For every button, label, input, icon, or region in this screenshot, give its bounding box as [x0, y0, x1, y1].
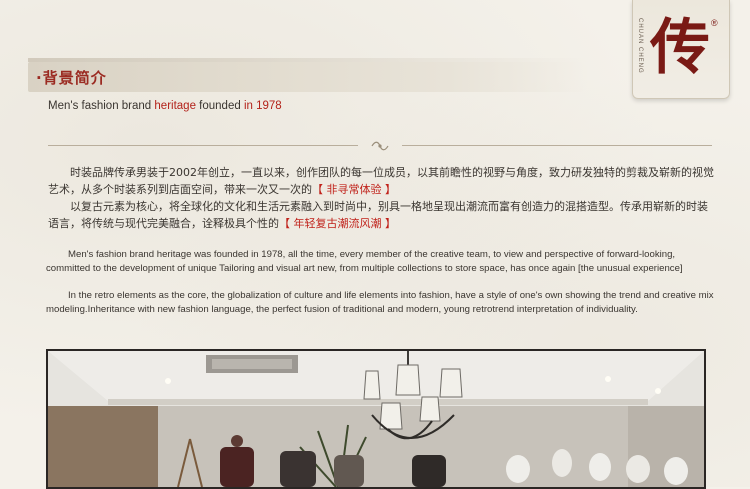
- store-interior-illustration: [48, 351, 704, 487]
- en-paragraph-1: Men's fashion brand heritage was founded…: [46, 248, 714, 275]
- zh-paragraph-2: 以复古元素为核心，将全球化的文化和生活元素融入到时尚中，别具一格地呈现出潮流而富…: [48, 198, 714, 232]
- section-title: ·背景简介: [36, 69, 107, 87]
- zh-paragraph-1: 时装品牌传承男装于2002年创立，一直以来，创作团队的每一位成员，以其前瞻性的视…: [48, 164, 714, 198]
- ornamental-divider: [48, 140, 712, 152]
- brand-logo[interactable]: CHUAN CHENG 传 ®: [632, 0, 730, 99]
- divider-ornament-icon: [371, 141, 389, 151]
- subtitle-mid: founded: [195, 100, 244, 112]
- en-paragraph-2-text: In the retro elements as the core, the g…: [46, 290, 714, 315]
- divider-line-right: [402, 145, 712, 146]
- divider-line-left: [48, 145, 358, 146]
- zh-highlight-retro-trend: 【 年轻复古潮流风潮 】: [279, 217, 396, 230]
- subtitle-accent-heritage: heritage: [154, 100, 196, 112]
- logo-glyph: 传: [650, 13, 710, 83]
- subtitle-prefix: Men's fashion brand: [48, 100, 155, 112]
- store-interior-photo: [46, 349, 706, 489]
- subtitle-accent-year: in 1978: [243, 100, 282, 112]
- en-paragraph-2: In the retro elements as the core, the g…: [46, 289, 714, 316]
- en-paragraph-1-text: Men's fashion brand heritage was founded…: [46, 249, 683, 274]
- zh-paragraph-1-text: 时装品牌传承男装于2002年创立，一直以来，创作团队的每一位成员，以其前瞻性的视…: [48, 166, 714, 196]
- zh-paragraph-2-text: 以复古元素为核心，将全球化的文化和生活元素融入到时尚中，别具一格地呈现出潮流而富…: [48, 200, 708, 230]
- zh-highlight-unusual-experience: 【 非寻常体验 】: [312, 183, 396, 196]
- section-header-band: [28, 58, 588, 92]
- logo-brand-text: CHUAN CHENG: [637, 18, 643, 74]
- registered-mark: ®: [711, 18, 718, 28]
- section-subtitle: Men's fashion brand heritage founded in …: [48, 100, 282, 112]
